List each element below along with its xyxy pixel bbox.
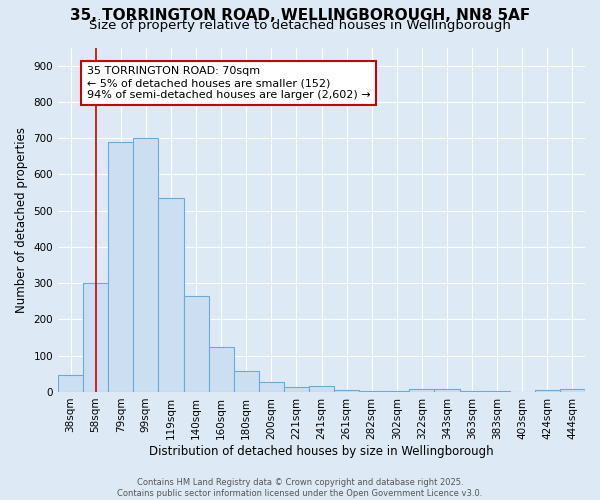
Bar	[485, 391, 510, 392]
Text: Size of property relative to detached houses in Wellingborough: Size of property relative to detached ho…	[89, 19, 511, 32]
Bar	[309, 386, 334, 392]
Bar	[133, 138, 158, 392]
Bar	[384, 391, 409, 392]
Bar	[158, 198, 184, 392]
Bar	[108, 142, 133, 392]
Y-axis label: Number of detached properties: Number of detached properties	[15, 126, 28, 312]
Bar	[409, 390, 434, 392]
Bar	[184, 296, 209, 392]
Bar	[334, 390, 359, 392]
Bar	[560, 389, 585, 392]
X-axis label: Distribution of detached houses by size in Wellingborough: Distribution of detached houses by size …	[149, 444, 494, 458]
Bar	[535, 390, 560, 392]
Text: Contains HM Land Registry data © Crown copyright and database right 2025.
Contai: Contains HM Land Registry data © Crown c…	[118, 478, 482, 498]
Bar	[259, 382, 284, 392]
Text: 35 TORRINGTON ROAD: 70sqm
← 5% of detached houses are smaller (152)
94% of semi-: 35 TORRINGTON ROAD: 70sqm ← 5% of detach…	[87, 66, 371, 100]
Bar	[83, 283, 108, 392]
Bar	[460, 391, 485, 392]
Bar	[359, 391, 384, 392]
Bar	[434, 389, 460, 392]
Text: 35, TORRINGTON ROAD, WELLINGBOROUGH, NN8 5AF: 35, TORRINGTON ROAD, WELLINGBOROUGH, NN8…	[70, 8, 530, 22]
Bar	[209, 346, 233, 392]
Bar	[284, 387, 309, 392]
Bar	[58, 375, 83, 392]
Bar	[233, 371, 259, 392]
